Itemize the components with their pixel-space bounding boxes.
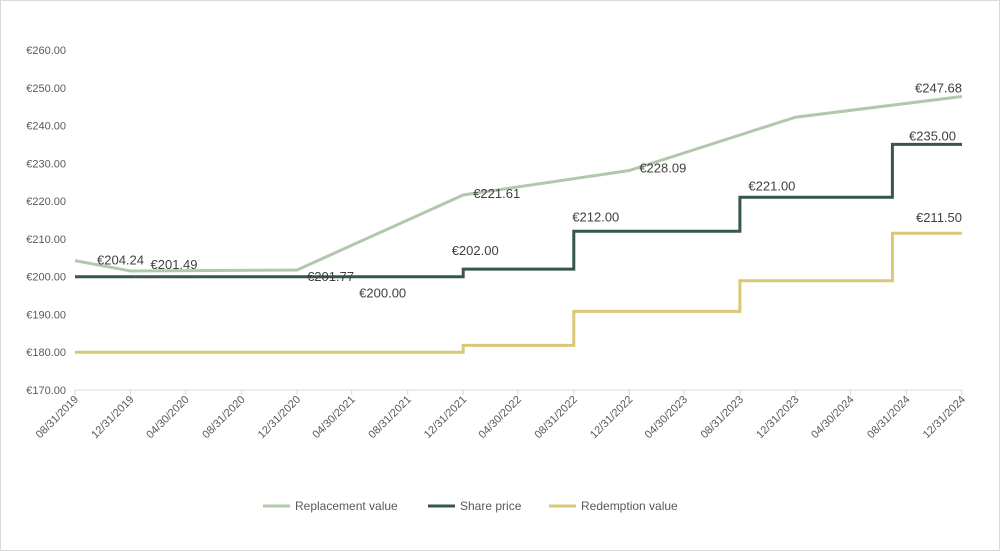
data-label: €201.49: [151, 257, 198, 272]
y-tick-label: €170.00: [26, 385, 66, 397]
data-label: €212.00: [572, 209, 619, 224]
y-tick-label: €190.00: [26, 309, 66, 321]
x-tick-label: 04/30/2022: [477, 394, 524, 441]
y-tick-label: €180.00: [26, 347, 66, 359]
legend-label: Share price: [460, 499, 522, 513]
x-tick-label: 08/31/2021: [366, 394, 413, 441]
y-tick-label: €230.00: [26, 158, 66, 170]
legend-label: Redemption value: [581, 499, 678, 513]
y-tick-label: €220.00: [26, 196, 66, 208]
y-tick-label: €250.00: [26, 83, 66, 95]
x-tick-label: 12/31/2022: [588, 394, 635, 441]
y-axis: €170.00 €180.00 €190.00 €200.00 €210.00 €220.…: [26, 45, 66, 397]
x-axis: 08/31/2019 12/31/2019 04/30/2020 08/31/2020…: [34, 389, 968, 441]
data-label: €228.09: [639, 161, 686, 176]
series-line-replacement-value: [74, 95, 963, 273]
x-tick-label: 04/30/2020: [144, 394, 191, 441]
x-tick-label: 12/31/2021: [422, 394, 469, 441]
y-tick-label: €200.00: [26, 272, 66, 284]
x-tick-label: 08/31/2020: [200, 394, 247, 441]
legend-label: Replacement value: [295, 499, 398, 513]
x-tick-label: 04/30/2024: [809, 394, 856, 441]
x-tick-label: 12/31/2023: [754, 394, 801, 441]
data-label: €201.77: [307, 269, 354, 284]
x-tick-label: 12/31/2024: [921, 394, 968, 441]
series-lines: [74, 95, 963, 354]
series-line-redemption-value: [75, 231, 962, 354]
data-label: €235.00: [909, 128, 956, 143]
data-label: €221.00: [748, 178, 795, 193]
series-line-share-price: [75, 142, 962, 279]
data-labels: €204.24 €201.49 €201.77 €221.61 €228.09 €247.…: [97, 81, 962, 301]
x-tick-label: 08/31/2023: [699, 394, 746, 441]
data-label: €247.68: [915, 81, 962, 96]
legend: Replacement value Share price Redemption v…: [263, 499, 678, 513]
x-tick-label: 12/31/2020: [256, 394, 303, 441]
x-tick-label: 08/31/2019: [34, 394, 81, 441]
data-label: €204.24: [97, 253, 144, 268]
data-label: €200.00: [359, 286, 406, 301]
data-label: €211.50: [916, 210, 962, 225]
y-tick-label: €210.00: [26, 234, 66, 246]
data-label: €221.61: [473, 186, 520, 201]
x-tick-label: 04/30/2021: [310, 394, 357, 441]
y-tick-label: €240.00: [26, 121, 66, 133]
y-tick-label: €260.00: [26, 45, 66, 57]
data-label: €202.00: [452, 243, 499, 258]
x-tick-label: 12/31/2019: [89, 394, 136, 441]
x-tick-label: 08/31/2022: [532, 394, 579, 441]
x-tick-label: 04/30/2023: [643, 394, 690, 441]
x-tick-label: 08/31/2024: [865, 394, 912, 441]
